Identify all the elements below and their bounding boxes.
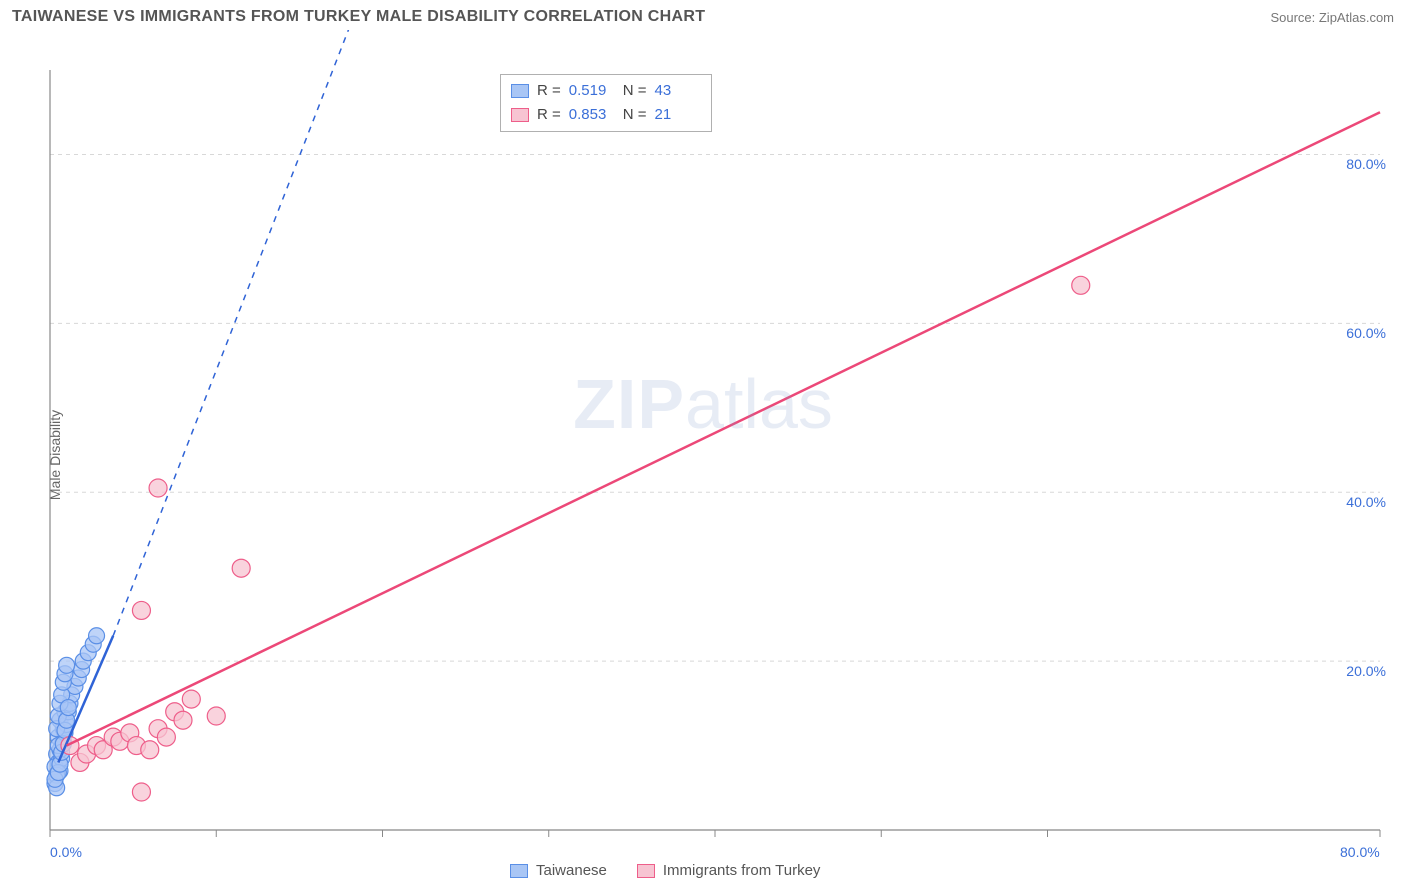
chart-area: Male Disability ZIPatlas R = 0.519 N = 4… xyxy=(0,30,1406,880)
y-tick-label: 40.0% xyxy=(1346,494,1386,510)
legend-r-label: R = xyxy=(537,79,561,103)
legend-r-label: R = xyxy=(537,103,561,127)
legend-n-value: 21 xyxy=(655,103,701,127)
legend-r-value: 0.853 xyxy=(569,103,615,127)
legend-swatch xyxy=(511,108,529,122)
y-tick-label: 80.0% xyxy=(1346,156,1386,172)
legend-n-value: 43 xyxy=(655,79,701,103)
correlation-legend: R = 0.519 N = 43 R = 0.853 N = 21 xyxy=(500,74,712,132)
legend-swatch xyxy=(510,864,528,878)
chart-title: TAIWANESE VS IMMIGRANTS FROM TURKEY MALE… xyxy=(12,8,705,26)
legend-r-value: 0.519 xyxy=(569,79,615,103)
x-tick-label: 0.0% xyxy=(50,844,82,860)
y-tick-label: 60.0% xyxy=(1346,325,1386,341)
y-axis-label: Male Disability xyxy=(47,410,63,500)
bottom-legend-item: Taiwanese xyxy=(510,862,607,879)
legend-row: R = 0.519 N = 43 xyxy=(511,79,701,103)
legend-swatch xyxy=(637,864,655,878)
chart-header: TAIWANESE VS IMMIGRANTS FROM TURKEY MALE… xyxy=(0,0,1406,30)
legend-row: R = 0.853 N = 21 xyxy=(511,103,701,127)
y-tick-label: 20.0% xyxy=(1346,663,1386,679)
series-name: Taiwanese xyxy=(536,862,607,879)
legend-n-label: N = xyxy=(623,103,647,127)
scatter-plot-svg xyxy=(0,30,1406,880)
chart-source: Source: ZipAtlas.com xyxy=(1270,10,1394,25)
series-name: Immigrants from Turkey xyxy=(663,862,821,879)
legend-n-label: N = xyxy=(623,79,647,103)
legend-swatch xyxy=(511,84,529,98)
x-tick-label: 80.0% xyxy=(1340,844,1380,860)
bottom-legend-item: Immigrants from Turkey xyxy=(637,862,821,879)
series-legend: Taiwanese Immigrants from Turkey xyxy=(510,862,820,879)
